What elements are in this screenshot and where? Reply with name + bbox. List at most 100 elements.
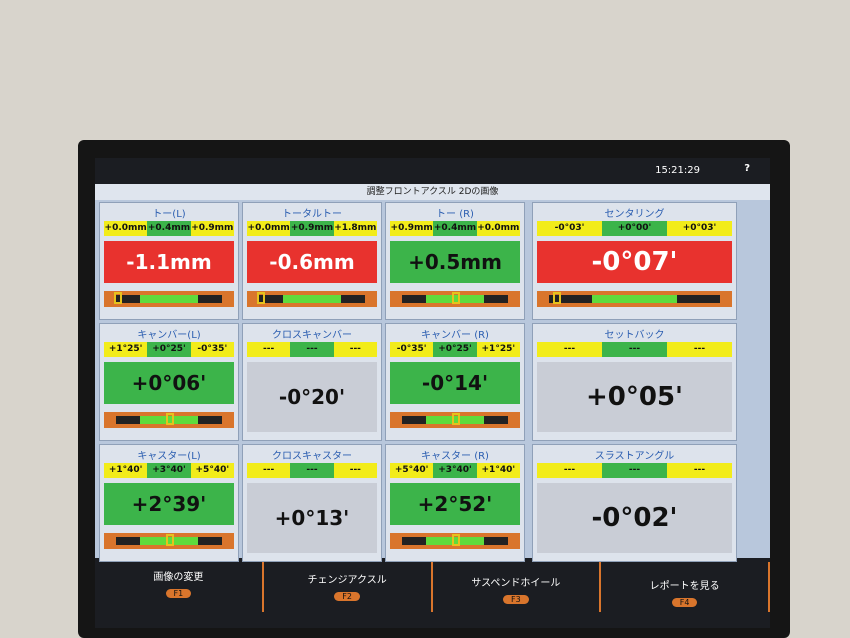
measurement-panel: キャスター (R) +5°40' +3°40' +1°40' +2°52' (385, 444, 525, 562)
function-button[interactable]: チェンジアクスル F2 (264, 562, 433, 612)
button-label[interactable]: チェンジアクスル (307, 575, 387, 586)
button-bar: 画像の変更 F1 チェンジアクスル F2 サスペンドホイール F3 レポートを見る F4 (95, 558, 770, 628)
function-key[interactable]: F4 (671, 598, 698, 607)
measured-value: -0°02' (537, 483, 732, 553)
limit-row: +0.0mm +0.4mm +0.9mm (104, 221, 234, 236)
limit-value: -0°35' (390, 342, 434, 357)
function-key[interactable]: F3 (503, 595, 529, 604)
gauge-tolerance-band (426, 416, 484, 424)
measurement-panel: スラストアングル --- --- --- -0°02' (532, 444, 737, 562)
limit-value: +0.9mm (290, 221, 334, 236)
gauge-tolerance-band (591, 295, 678, 303)
panel-title: スラストアングル (594, 451, 675, 462)
limit-value: +0°25' (147, 342, 191, 357)
function-button[interactable]: 画像の変更 F1 (95, 562, 264, 612)
measured-value: +0.5mm (390, 241, 520, 283)
measurement-panel: キャンバー(L) +1°25' +0°25' -0°35' +0°06' (99, 323, 239, 441)
limit-row: +0.0mm +0.9mm +1.8mm (247, 221, 377, 236)
screen: 15:21:29 ? 調整フロントアクスル 2Dの画像 画像の変更 F1 チェンジア… (95, 158, 770, 628)
limit-value: +3°40' (147, 463, 191, 478)
function-key[interactable]: F2 (334, 592, 360, 601)
gauge-marker (114, 292, 123, 304)
tolerance-gauge (390, 412, 520, 428)
limit-value: --- (537, 463, 602, 478)
limit-value: +0.0mm (104, 221, 148, 236)
limit-row: --- --- --- (537, 463, 732, 478)
panel-title: トー (R) (436, 209, 474, 220)
limit-value: --- (290, 463, 334, 478)
limit-value: --- (247, 463, 291, 478)
gauge-marker (452, 534, 461, 546)
button-label[interactable]: レポートを見る (649, 581, 720, 592)
panel-title: キャンバー (R) (421, 330, 489, 341)
limit-row: +1°25' +0°25' -0°35' (104, 342, 234, 357)
limit-value: --- (667, 342, 732, 357)
measured-value: +2°52' (390, 483, 520, 525)
function-button[interactable]: サスペンドホイール F3 (433, 562, 602, 612)
measurement-panel: セットバック --- --- --- +0°05' (532, 323, 737, 441)
panel-title: センタリング (604, 209, 665, 220)
gauge-tolerance-band (140, 295, 198, 303)
screen-title: 調整フロントアクスル 2Dの画像 (95, 184, 770, 200)
gauge-marker (452, 292, 461, 304)
panel-title: キャスター(L) (137, 451, 201, 462)
function-button[interactable]: レポートを見る F4 (601, 562, 770, 612)
limit-row: +0.9mm +0.4mm +0.0mm (390, 221, 520, 236)
limit-value: +0.0mm (476, 221, 520, 236)
limit-value: --- (667, 463, 732, 478)
measurement-panel: クロスキャスター --- --- --- +0°13' (242, 444, 382, 562)
button-label[interactable]: 画像の変更 (153, 572, 204, 583)
function-key[interactable]: F1 (165, 589, 192, 598)
measured-value: +2°39' (104, 483, 234, 525)
gauge-tolerance-band (140, 537, 198, 545)
panel-title: クロスキャスター (272, 451, 352, 462)
limit-value: +1°25' (476, 342, 520, 357)
limit-value: +0°03' (667, 221, 732, 236)
limit-value: --- (537, 342, 602, 357)
limit-value: --- (602, 342, 667, 357)
panel-title: トー(L) (152, 209, 186, 220)
measurement-panel: トー(L) +0.0mm +0.4mm +0.9mm -1.1mm (99, 202, 239, 320)
tolerance-gauge (104, 412, 234, 428)
limit-value: --- (290, 342, 334, 357)
limit-value: -0°35' (190, 342, 234, 357)
measurement-panel: クロスキャンバー --- --- --- -0°20' (242, 323, 382, 441)
limit-value: --- (333, 463, 377, 478)
limit-value: +3°40' (433, 463, 477, 478)
button-label[interactable]: サスペンドホイール (471, 578, 561, 589)
header-bar: 15:21:29 ? (95, 158, 770, 184)
limit-value: +1°40' (104, 463, 148, 478)
limit-value: +0.0mm (247, 221, 291, 236)
measured-value: -0°14' (390, 362, 520, 404)
gauge-marker (166, 534, 175, 546)
gauge-marker (257, 292, 266, 304)
tolerance-gauge (104, 291, 234, 307)
measurement-panel: センタリング -0°03' +0°00' +0°03' -0°07' (532, 202, 737, 320)
measured-value: +0°05' (537, 362, 732, 432)
measurement-panel: トータルトー +0.0mm +0.9mm +1.8mm -0.6mm (242, 202, 382, 320)
gauge-tolerance-band (283, 295, 341, 303)
limit-row: --- --- --- (537, 342, 732, 357)
panel-title: キャスター (R) (421, 451, 489, 462)
gauge-marker (166, 413, 175, 425)
limit-value: +5°40' (390, 463, 434, 478)
limit-row: -0°35' +0°25' +1°25' (390, 342, 520, 357)
measured-value: -1.1mm (104, 241, 234, 283)
measured-value: +0°06' (104, 362, 234, 404)
gauge-marker (452, 413, 461, 425)
gauge-tolerance-band (140, 416, 198, 424)
limit-value: --- (333, 342, 377, 357)
panel-title: トータルトー (282, 209, 342, 220)
limit-value: +1°40' (476, 463, 520, 478)
limit-value: --- (602, 463, 667, 478)
limit-value: --- (247, 342, 291, 357)
tolerance-gauge (537, 291, 732, 307)
measured-value: +0°13' (247, 483, 377, 553)
limit-value: +0.9mm (390, 221, 434, 236)
limit-row: -0°03' +0°00' +0°03' (537, 221, 732, 236)
measured-value: -0°07' (537, 241, 732, 283)
limit-row: +1°40' +3°40' +5°40' (104, 463, 234, 478)
limit-row: +5°40' +3°40' +1°40' (390, 463, 520, 478)
measurement-panel: トー (R) +0.9mm +0.4mm +0.0mm +0.5mm (385, 202, 525, 320)
help-button[interactable]: ? (744, 163, 750, 174)
